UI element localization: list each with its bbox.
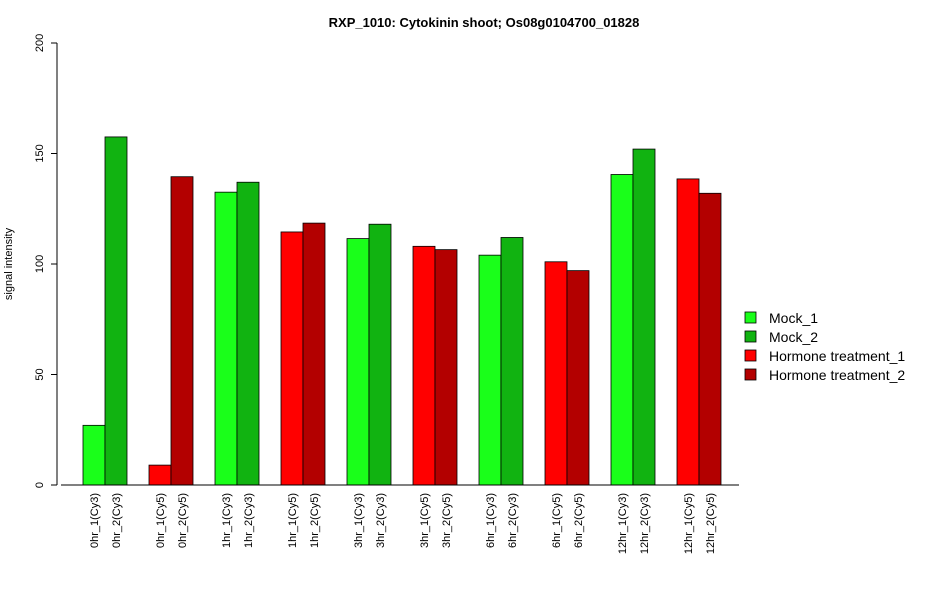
bar — [434, 249, 458, 486]
legend-swatch — [744, 368, 757, 381]
bar — [566, 270, 590, 486]
bar — [368, 223, 392, 486]
bar — [698, 192, 722, 486]
x-tick-label: 1hr_2(Cy5) — [309, 493, 321, 548]
bar — [544, 261, 568, 486]
y-tick-label: 50 — [34, 368, 46, 380]
y-tick-label: 150 — [34, 144, 46, 162]
bar — [82, 424, 106, 486]
bar — [280, 231, 304, 486]
x-tick-label: 12hr_2(Cy3) — [639, 493, 651, 554]
y-axis-label: signal intensity — [3, 227, 15, 300]
legend-swatch — [744, 311, 757, 324]
x-tick-label: 0hr_1(Cy5) — [155, 493, 167, 548]
legend: Mock_1 Mock_2 Hormone treatment_1 Hormone t… — [744, 310, 905, 383]
x-tick-label: 0hr_1(Cy3) — [89, 493, 101, 548]
bar — [148, 464, 172, 486]
bar — [632, 148, 656, 486]
bar — [236, 181, 260, 486]
bar — [302, 222, 326, 486]
x-tick-label: 3hr_2(Cy5) — [441, 493, 453, 548]
bar — [478, 254, 502, 486]
bar — [104, 136, 128, 486]
x-tick-label: 6hr_2(Cy3) — [507, 493, 519, 548]
legend-label: Mock_1 — [769, 310, 818, 326]
x-tick-label: 0hr_2(Cy3) — [111, 493, 123, 548]
legend-swatch — [744, 330, 757, 343]
x-tick-label: 1hr_1(Cy5) — [287, 493, 299, 548]
y-tick-label: 0 — [34, 482, 46, 488]
y-tick-label: 100 — [34, 255, 46, 273]
x-tick-label: 1hr_2(Cy3) — [243, 493, 255, 548]
legend-label: Hormone treatment_1 — [769, 348, 905, 364]
x-tick-labels: 0hr_1(Cy3) 0hr_2(Cy3) 0hr_1(Cy5) 0hr_2(Cy5)… — [89, 493, 717, 554]
chart-title: RXP_1010: Cytokinin shoot; Os08g0104700_… — [329, 15, 640, 30]
x-tick-label: 0hr_2(Cy5) — [177, 493, 189, 548]
legend-label: Hormone treatment_2 — [769, 367, 905, 383]
legend-swatch — [744, 349, 757, 362]
bar — [610, 174, 634, 486]
bar — [676, 178, 700, 486]
x-tick-label: 12hr_2(Cy5) — [705, 493, 717, 554]
x-tick-label: 3hr_2(Cy3) — [375, 493, 387, 548]
x-tick-label: 6hr_2(Cy5) — [573, 493, 585, 548]
x-tick-label: 12hr_1(Cy3) — [617, 493, 629, 554]
bars-group — [82, 136, 722, 486]
y-tick-label: 200 — [34, 34, 46, 52]
bar — [412, 245, 436, 486]
bar — [346, 238, 370, 486]
x-tick-label: 3hr_1(Cy5) — [419, 493, 431, 548]
x-tick-label: 1hr_1(Cy3) — [221, 493, 233, 548]
legend-label: Mock_2 — [769, 329, 818, 345]
x-tick-label: 3hr_1(Cy3) — [353, 493, 365, 548]
bar — [170, 176, 194, 486]
x-tick-label: 6hr_1(Cy3) — [485, 493, 497, 548]
bar — [500, 237, 524, 486]
bar — [214, 191, 238, 486]
x-tick-label: 12hr_1(Cy5) — [683, 493, 695, 554]
x-tick-label: 6hr_1(Cy5) — [551, 493, 563, 548]
y-axis: 0 50 100 150 200 — [34, 34, 58, 488]
